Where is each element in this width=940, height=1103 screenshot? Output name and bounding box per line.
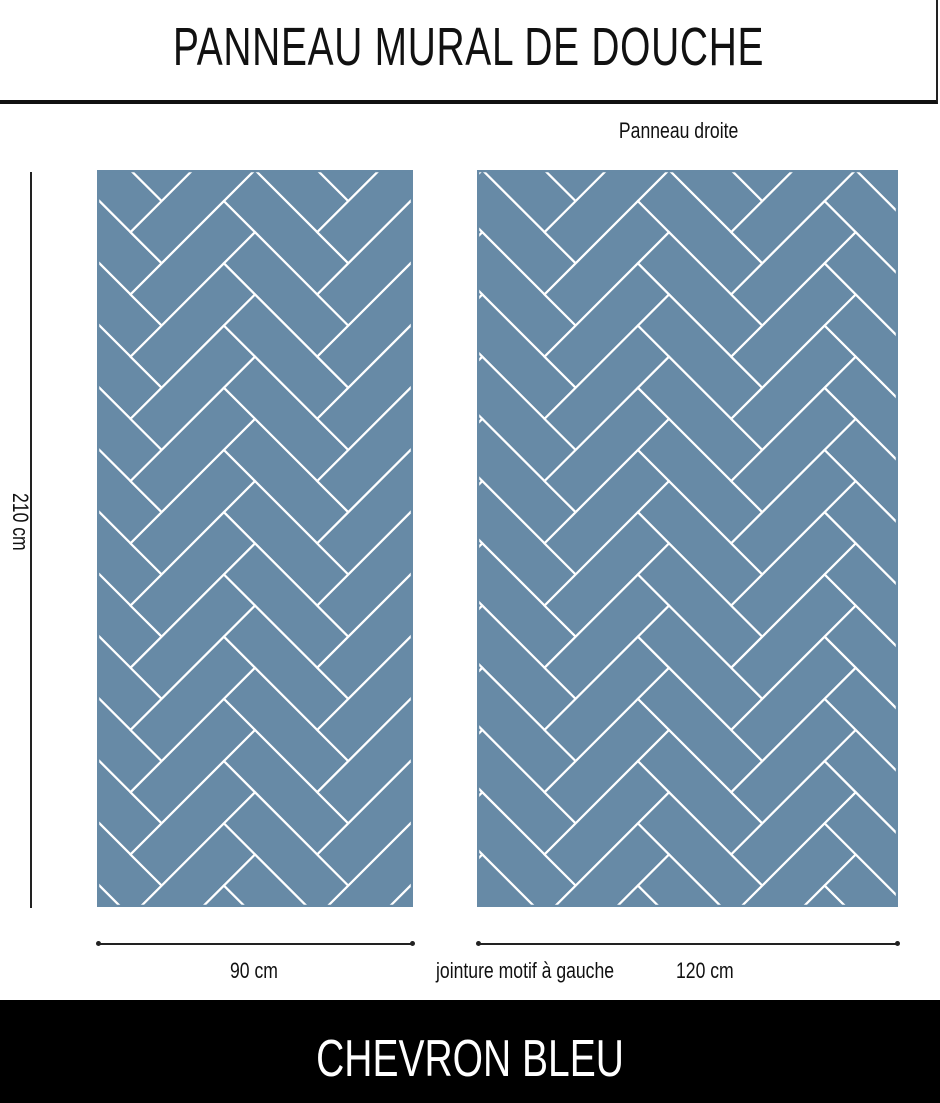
tile [823,479,898,588]
panel-edge [97,170,413,907]
right-panel-herringbone [477,170,898,907]
panel-edge [477,170,898,907]
page-title: PANNEAU MURAL DE DOUCHE [172,17,765,77]
tile [222,852,310,907]
tile [823,355,898,463]
tile [823,728,898,837]
product-name: CHEVRON BLEU [316,1030,624,1088]
right-width-dimension-line [478,943,898,945]
tile [614,884,661,907]
dimension-end-dot [96,941,101,946]
dimension-end-dot [895,941,900,946]
tile [823,541,898,650]
dimension-end-dot [410,941,415,946]
footer-banner: CHEVRON BLEU [0,1000,940,1103]
tile [200,884,247,907]
left-width-label: 90 cm [229,958,278,983]
tile [823,852,898,907]
tile [823,417,898,526]
right-width-label: 120 cm [676,958,734,983]
tile [477,790,578,907]
tile [325,821,413,907]
tile [387,884,413,907]
tile [823,604,898,712]
height-label: 210 cm [8,493,33,551]
tile [823,292,898,401]
height-dimension-line [30,172,32,908]
dimension-end-dot [476,941,481,946]
tile [97,881,123,907]
tile [823,666,898,774]
tile [823,170,898,277]
left-panel-herringbone [97,170,413,907]
tile [801,884,848,907]
tile [636,852,724,907]
tile [477,852,537,907]
tile [823,230,898,339]
joint-note-label: jointure motif à gauche [436,958,615,983]
left-width-dimension-line [98,943,414,945]
right-panel-caption: Panneau droite [618,118,739,143]
header-box: PANNEAU MURAL DE DOUCHE [0,0,938,104]
tile [823,790,898,899]
